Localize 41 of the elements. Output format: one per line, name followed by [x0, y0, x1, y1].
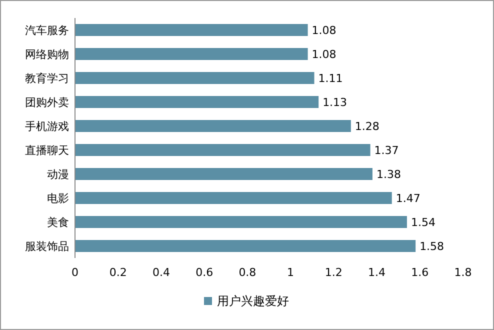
y-tick-label: 网络购物: [25, 48, 69, 61]
bar: [75, 216, 407, 228]
x-tick-label: 0.2: [109, 266, 127, 279]
bar: [75, 96, 319, 108]
data-label: 1.37: [374, 144, 399, 157]
bar: [75, 144, 370, 156]
data-label: 1.11: [318, 72, 343, 85]
bar: [75, 240, 416, 252]
data-label: 1.47: [396, 192, 420, 205]
x-tick-label: 1.4: [368, 266, 386, 279]
bar: [75, 120, 351, 132]
bar: [75, 48, 308, 60]
x-tick-label: 1.6: [411, 266, 429, 279]
x-tick-label: 0.4: [152, 266, 170, 279]
y-tick-label: 汽车服务: [25, 24, 69, 37]
y-tick-label: 手机游戏: [25, 120, 69, 133]
data-label: 1.08: [312, 24, 336, 37]
x-tick-label: 0.6: [196, 266, 214, 279]
x-tick-label: 1.8: [454, 266, 472, 279]
bar: [75, 72, 314, 84]
x-tick-label: 1: [287, 266, 294, 279]
bar: [75, 24, 308, 36]
bar: [75, 168, 372, 180]
x-tick-label: 1.2: [324, 266, 342, 279]
y-tick-label: 直播聊天: [25, 144, 69, 157]
data-label: 1.54: [410, 216, 436, 229]
data-label: 1.13: [322, 96, 348, 109]
y-tick-label: 团购外卖: [25, 96, 69, 109]
data-label: 1.58: [420, 240, 444, 253]
y-tick-label: 美食: [47, 216, 69, 229]
data-label: 1.08: [312, 48, 336, 61]
y-tick-label: 服装饰品: [25, 240, 69, 253]
x-tick-label: 0.8: [238, 266, 256, 279]
bar: [75, 192, 392, 204]
x-tick-label: 0: [72, 266, 78, 279]
data-label: 1.38: [376, 168, 401, 181]
y-tick-label: 教育学习: [25, 72, 69, 85]
legend-label: 用户兴趣爱好: [217, 294, 289, 308]
y-tick-label: 电影: [47, 192, 69, 205]
y-tick-label: 动漫: [47, 168, 69, 181]
data-label: 1.28: [354, 120, 380, 133]
